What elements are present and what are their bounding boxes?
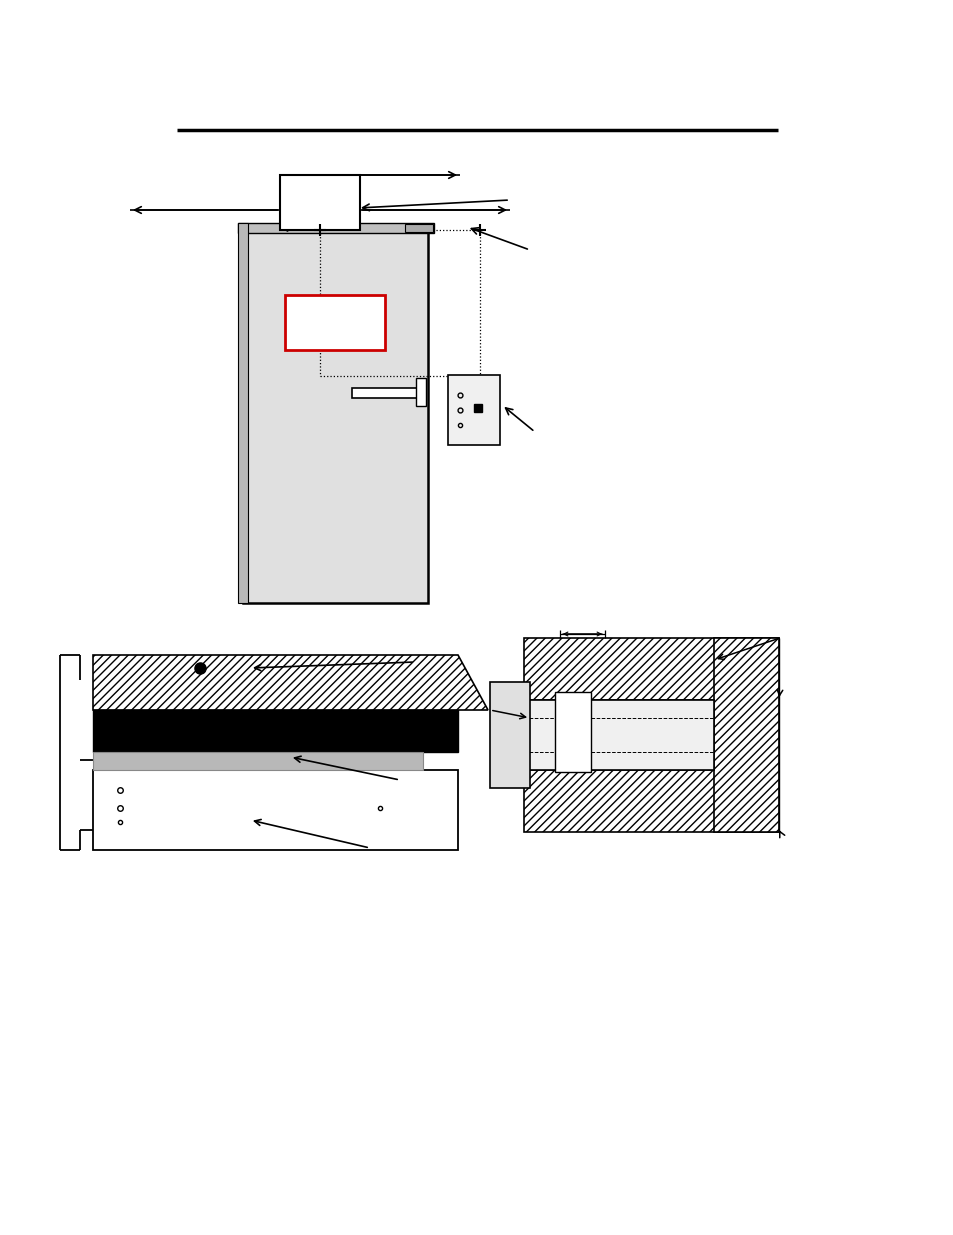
Bar [92,752,422,769]
Bar [237,224,434,233]
Bar [448,375,499,445]
Bar [285,295,385,350]
Bar [523,700,713,769]
Bar [523,769,779,832]
Bar [92,710,457,752]
Bar [92,769,457,850]
Bar [237,224,248,603]
Bar [352,388,421,398]
Bar [243,228,428,603]
Bar [555,692,590,772]
Bar [405,224,433,232]
Bar [523,638,779,700]
Bar [280,175,359,230]
Bar [713,638,779,832]
Polygon shape [92,655,488,710]
Bar [416,378,426,406]
Bar [490,682,530,788]
